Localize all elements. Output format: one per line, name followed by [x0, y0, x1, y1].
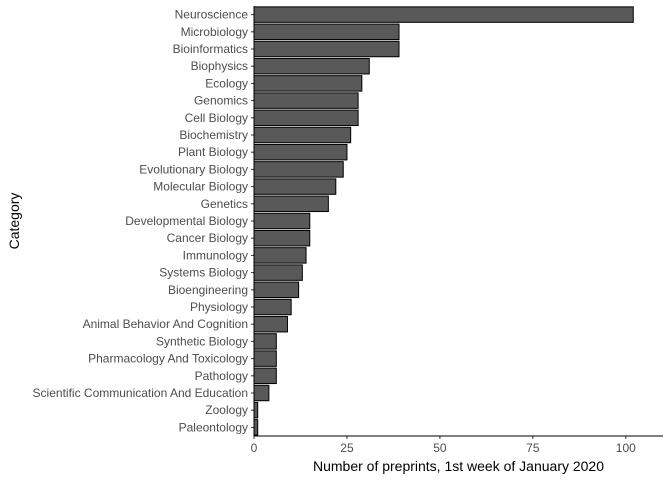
bar-microbiology — [253, 23, 400, 41]
bars-group — [253, 6, 634, 436]
category-label: Ecology — [205, 76, 248, 90]
category-labels: Neuroscience Microbiology Bioinformatics Bi… — [33, 8, 254, 434]
bar-systems-biology — [253, 264, 303, 281]
bar-cancer-biology — [253, 229, 311, 247]
category-label: Paleontology — [179, 420, 248, 434]
bar-ecology — [253, 75, 363, 92]
category-label: Systems Biology — [159, 266, 248, 280]
category-label: Evolutionary Biology — [139, 162, 248, 176]
category-label: Biophysics — [191, 59, 248, 73]
bar-biochemistry — [253, 126, 352, 144]
x-tick-label: 25 — [340, 441, 354, 455]
y-axis-title: Category — [6, 193, 22, 250]
category-label: Plant Biology — [178, 145, 248, 159]
bar-scientific-communication-and-education — [253, 384, 270, 402]
bar-evolutionary-biology — [253, 161, 344, 178]
bar-synthetic-biology — [253, 333, 277, 350]
bar-pharmacology-and-toxicology — [253, 350, 277, 367]
category-label: Pharmacology And Toxicology — [88, 352, 248, 366]
bar-physiology — [253, 298, 292, 316]
bar-molecular-biology — [253, 178, 337, 195]
bar-genetics — [253, 195, 329, 213]
category-label: Biochemistry — [179, 128, 248, 142]
bar-cell-biology — [253, 109, 359, 127]
category-label: Molecular Biology — [153, 180, 248, 194]
bar-biophysics — [253, 57, 370, 75]
x-tick-label: 100 — [616, 441, 636, 455]
category-label: Pathology — [195, 369, 248, 383]
bar-neuroscience — [253, 6, 634, 23]
x-axis-title: Number of preprints, 1st week of January… — [313, 458, 604, 474]
bar-developmental-biology — [253, 212, 311, 230]
bar-bioinformatics — [253, 40, 400, 58]
bar-animal-behavior-and-cognition — [253, 315, 288, 333]
x-tick-label: 50 — [433, 441, 447, 455]
category-label: Immunology — [183, 248, 248, 262]
category-label: Bioengineering — [168, 283, 248, 297]
category-label: Bioinformatics — [173, 42, 248, 56]
x-axis-ticks: 0 25 50 75 100 — [251, 436, 636, 455]
category-label: Physiology — [190, 300, 248, 314]
category-label: Genetics — [201, 197, 248, 211]
bar-plant-biology — [253, 143, 348, 161]
bar-immunology — [253, 247, 307, 264]
category-label: Microbiology — [181, 25, 248, 39]
bar-bioengineering — [253, 281, 300, 299]
category-label: Synthetic Biology — [156, 334, 248, 348]
bar-paleontology — [253, 419, 259, 436]
bar-zoology — [253, 401, 259, 419]
category-label: Scientific Communication And Education — [33, 386, 248, 400]
category-label: Neuroscience — [175, 8, 249, 22]
bar-genomics — [253, 92, 359, 109]
category-label: Genomics — [194, 94, 248, 108]
category-label: Developmental Biology — [125, 214, 248, 228]
category-label: Zoology — [205, 403, 248, 417]
category-label: Animal Behavior And Cognition — [83, 317, 248, 331]
x-tick-label: 75 — [526, 441, 540, 455]
bar-pathology — [253, 367, 277, 385]
x-tick-label: 0 — [251, 441, 258, 455]
category-label: Cancer Biology — [167, 231, 248, 245]
category-label: Cell Biology — [185, 111, 248, 125]
